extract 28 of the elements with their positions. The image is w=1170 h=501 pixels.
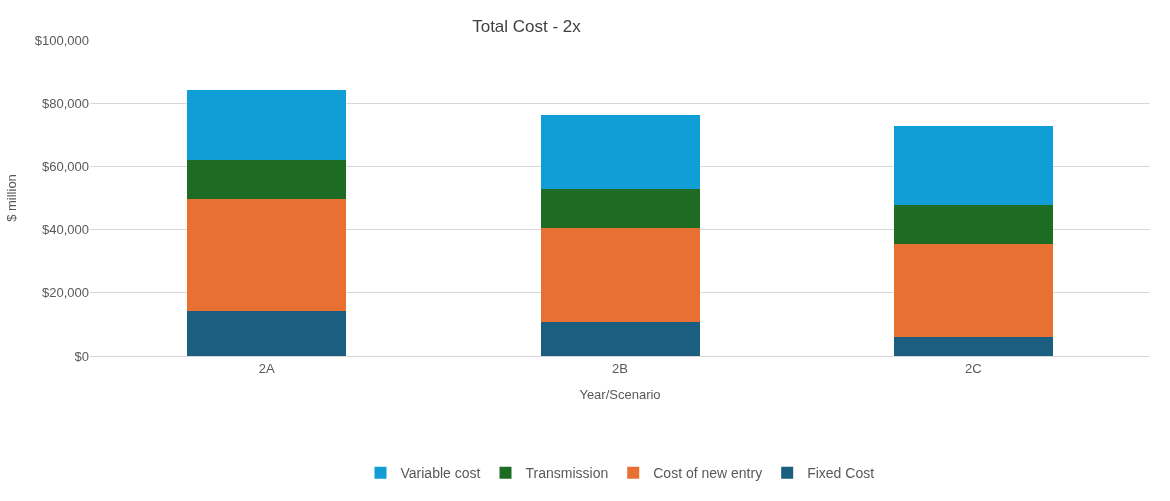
bar <box>187 160 347 199</box>
legend-label: Variable cost <box>400 465 481 482</box>
bar <box>893 337 1053 356</box>
bar <box>187 90 347 161</box>
legend-label: Cost of new entry <box>653 465 763 482</box>
x-tick-label: 2B <box>612 360 628 376</box>
x-tick-label: 2A <box>258 360 275 376</box>
bar <box>893 125 1053 205</box>
y-tick-label: $80,000 <box>42 95 89 111</box>
legend-label: Fixed Cost <box>807 465 875 482</box>
bar <box>187 198 347 312</box>
bar <box>540 321 700 356</box>
bar <box>540 114 700 189</box>
bar <box>187 311 347 356</box>
y-tick-label: $20,000 <box>42 285 89 301</box>
legend-label: Transmission <box>525 465 609 482</box>
y-tick-label: $0 <box>74 348 89 364</box>
y-tick-label: $60,000 <box>42 158 89 174</box>
bar <box>893 244 1053 338</box>
x-tick-label: 2C <box>965 360 982 376</box>
y-tick-label: $40,000 <box>42 222 89 238</box>
x-axis-title: Year/Scenario <box>579 387 661 403</box>
y-axis-title: $ million <box>3 174 19 222</box>
bar <box>893 204 1053 245</box>
y-tick-label: $100,000 <box>34 32 89 48</box>
bar <box>540 228 700 322</box>
bar <box>540 188 700 229</box>
chart-title: Total Cost - 2x <box>472 16 582 36</box>
